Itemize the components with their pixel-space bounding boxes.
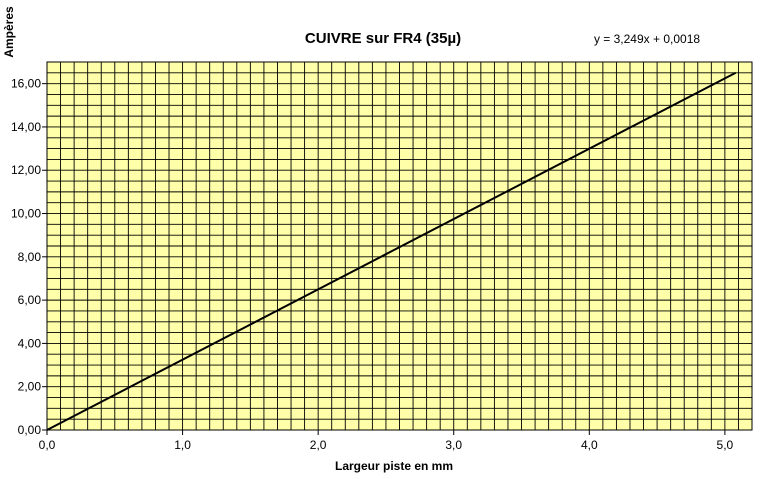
y-axis-ticks: 0,00 2,00 4,00 6,00 8,00 10,00 12,00 14,00 16,00 (11, 77, 47, 437)
series-line (46, 71, 737, 431)
x-tick-label: 3,0 (445, 438, 462, 452)
x-tick-label: 0,0 (39, 438, 56, 452)
y-axis-label: Ampères (2, 6, 16, 58)
x-axis-ticks: 0,0 1,0 2,0 3,0 4,0 5,0 (39, 430, 734, 452)
gridlines (47, 62, 752, 430)
x-axis-label: Largeur piste en mm (335, 459, 453, 473)
x-tick-label: 2,0 (310, 438, 327, 452)
chart-title: CUIVRE sur FR4 (35µ) (305, 30, 461, 47)
plot-frame (46, 61, 753, 431)
series-layer (46, 71, 737, 431)
y-tick-label: 14,00 (11, 120, 41, 134)
y-tick-label: 12,00 (11, 163, 41, 177)
y-tick-label: 10,00 (11, 207, 41, 221)
x-tick-label: 4,0 (581, 438, 598, 452)
y-tick-label: 2,00 (18, 380, 42, 394)
trendline-equation: y = 3,249x + 0,0018 (594, 32, 700, 46)
y-tick-label: 6,00 (18, 293, 42, 307)
y-tick-label: 8,00 (18, 250, 42, 264)
x-tick-label: 1,0 (174, 438, 191, 452)
y-tick-label: 16,00 (11, 77, 41, 91)
x-tick-label: 5,0 (717, 438, 734, 452)
y-tick-label: 0,00 (18, 423, 42, 437)
y-tick-label: 4,00 (18, 336, 42, 350)
